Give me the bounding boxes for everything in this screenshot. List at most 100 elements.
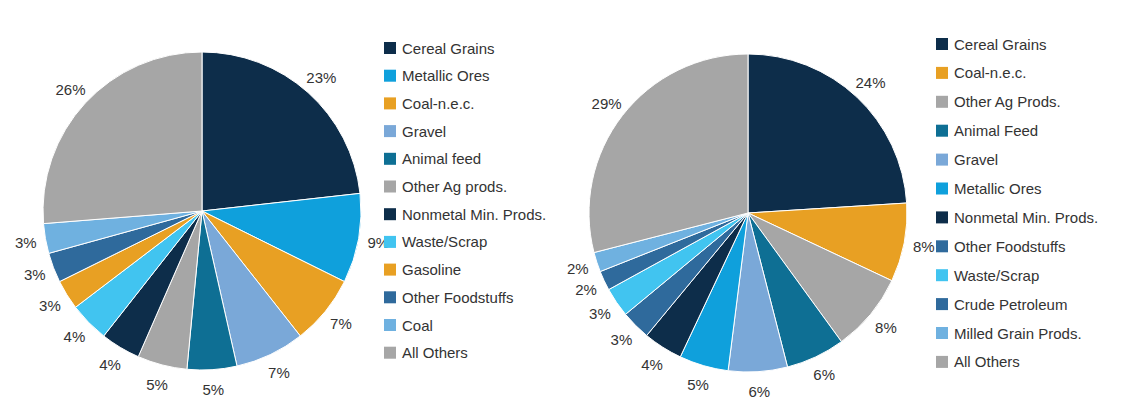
legend-label: Coal-n.e.c. <box>954 64 1027 81</box>
data-label: 8% <box>875 319 897 336</box>
data-label: 5% <box>203 381 225 398</box>
legend-swatch <box>936 183 948 195</box>
pie-slices <box>43 52 361 370</box>
legend-label: Cereal Grains <box>402 40 495 57</box>
legend-item: Other Foodstuffs <box>384 289 513 306</box>
legend-item: Crude Petroleum <box>936 296 1067 313</box>
legend-swatch <box>936 125 948 137</box>
legend-item: Gravel <box>936 151 998 168</box>
pie-chart: 23%9%7%7%5%5%4%4%3%3%3%26%Cereal GrainsM… <box>15 40 546 399</box>
legend-swatch <box>936 154 948 166</box>
pie-slice <box>43 52 202 224</box>
legend-label: Nonmetal Min. Prods. <box>402 206 546 223</box>
legend-item: Animal Feed <box>936 122 1038 139</box>
data-label: 3% <box>589 305 611 322</box>
data-label: 3% <box>15 234 37 251</box>
data-label: 5% <box>687 376 709 393</box>
data-label: 3% <box>24 266 46 283</box>
data-labels: 23%9%7%7%5%5%4%4%3%3%3%26% <box>15 69 389 398</box>
legend-swatch <box>384 42 396 54</box>
legend-swatch <box>936 327 948 339</box>
legend-label: Crude Petroleum <box>954 296 1067 313</box>
legend-swatch <box>384 70 396 82</box>
data-label: 4% <box>641 356 663 373</box>
data-label: 7% <box>330 315 352 332</box>
legend-item: Animal feed <box>384 150 481 167</box>
data-label: 24% <box>856 74 886 91</box>
data-label: 3% <box>39 297 61 314</box>
pie-slice <box>202 52 360 211</box>
legend-label: All Others <box>402 344 468 361</box>
legend-label: All Others <box>954 353 1020 370</box>
chart-canvas: 23%9%7%7%5%5%4%4%3%3%3%26%Cereal GrainsM… <box>0 0 1130 411</box>
legend-swatch <box>936 38 948 50</box>
legend-item: Coal-n.e.c. <box>936 64 1027 81</box>
legend-label: Metallic Ores <box>402 67 490 84</box>
legend-swatch <box>936 67 948 79</box>
data-label: 2% <box>575 281 597 298</box>
legend-swatch <box>936 298 948 310</box>
legend-label: Coal-n.e.c. <box>402 95 475 112</box>
legend-label: Metallic Ores <box>954 180 1042 197</box>
data-label: 26% <box>55 81 85 98</box>
legend-label: Waste/Scrap <box>954 267 1039 284</box>
legend-swatch <box>384 125 396 137</box>
legend-label: Other Foodstuffs <box>954 238 1065 255</box>
legend-swatch <box>936 240 948 252</box>
data-labels: 24% 8% 8% 6% 6% 5% 4% 3%3% 2% 2% 29% <box>567 74 935 400</box>
legend-item: Other Ag prods. <box>384 178 507 195</box>
legend-label: Animal feed <box>402 150 481 167</box>
legend-swatch <box>384 291 396 303</box>
legend-label: Nonmetal Min. Prods. <box>954 209 1098 226</box>
legend-item: Metallic Ores <box>384 67 490 84</box>
legend-swatch <box>384 319 396 331</box>
legend-item: All Others <box>384 344 468 361</box>
legend-item: Other Foodstuffs <box>936 238 1065 255</box>
legend-label: Other Ag Prods. <box>954 93 1061 110</box>
legend-item: Other Ag Prods. <box>936 93 1061 110</box>
legend-swatch <box>384 347 396 359</box>
data-label: 8% <box>913 238 935 255</box>
data-label: 3% <box>611 331 633 348</box>
pie-chart: 24%8%8%6%6%5%4%3%3%2%2%29%Cereal GrainsC… <box>567 36 1098 401</box>
data-label: 6% <box>748 383 770 400</box>
legend-label: Other Foodstuffs <box>402 289 513 306</box>
legend-label: Milled Grain Prods. <box>954 325 1082 342</box>
data-label: 29% <box>592 95 622 112</box>
pie-slices <box>589 54 907 372</box>
legend-item: Cereal Grains <box>936 36 1047 53</box>
data-label: 5% <box>146 376 168 393</box>
legend-item: Nonmetal Min. Prods. <box>384 206 546 223</box>
legend-swatch <box>936 269 948 281</box>
legend-item: Nonmetal Min. Prods. <box>936 209 1098 226</box>
legend-label: Gravel <box>402 123 446 140</box>
legend-label: Gasoline <box>402 261 461 278</box>
legend-label: Waste/Scrap <box>402 233 487 250</box>
pie-slice <box>748 54 907 213</box>
data-label: 6% <box>813 366 835 383</box>
legend: Cereal Grains Metallic Ores Coal-n.e.c. Gra… <box>384 40 546 362</box>
legend-swatch <box>384 236 396 248</box>
legend-label: Other Ag prods. <box>402 178 507 195</box>
legend-label: Animal Feed <box>954 122 1038 139</box>
data-label: 4% <box>64 328 86 345</box>
legend-swatch <box>384 208 396 220</box>
legend: Cereal Grains Coal-n.e.c. Other Ag Prods. A… <box>936 36 1098 371</box>
legend-swatch <box>384 264 396 276</box>
legend-item: Gravel <box>384 123 446 140</box>
legend-item: Cereal Grains <box>384 40 495 57</box>
data-label: 23% <box>306 69 336 86</box>
legend-label: Cereal Grains <box>954 36 1047 53</box>
legend-swatch <box>384 181 396 193</box>
legend-item: Waste/Scrap <box>936 267 1039 284</box>
data-label: 7% <box>268 364 290 381</box>
legend-swatch <box>384 153 396 165</box>
legend-label: Coal <box>402 317 433 334</box>
legend-item: Gasoline <box>384 261 461 278</box>
legend-label: Gravel <box>954 151 998 168</box>
data-label: 2% <box>567 260 589 277</box>
legend-swatch <box>936 96 948 108</box>
legend-swatch <box>936 211 948 223</box>
legend-item: Waste/Scrap <box>384 233 487 250</box>
legend-swatch <box>384 97 396 109</box>
